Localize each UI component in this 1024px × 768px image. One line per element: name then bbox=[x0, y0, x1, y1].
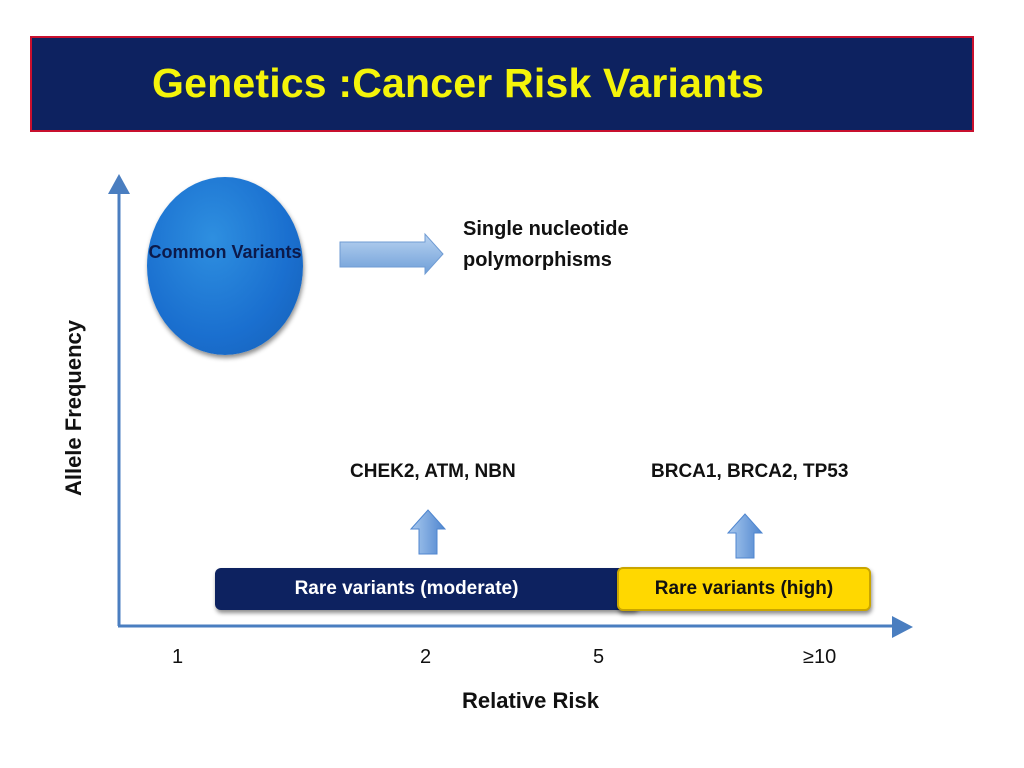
moderate-genes-label: CHEK2, ATM, NBN bbox=[350, 461, 516, 482]
x-axis-arrowhead bbox=[892, 616, 913, 638]
common-variants-label: Common Variants bbox=[148, 242, 302, 262]
x-axis-title: Relative Risk bbox=[462, 688, 599, 713]
up-arrow-moderate-icon bbox=[409, 509, 447, 555]
y-axis-title: Allele Frequency bbox=[61, 319, 86, 497]
y-axis-arrowhead bbox=[108, 174, 130, 194]
page-title: Genetics :Cancer Risk Variants bbox=[152, 60, 765, 106]
right-arrow-icon bbox=[339, 232, 444, 276]
x-tick-label: 1 bbox=[172, 646, 184, 668]
high-genes-label: BRCA1, BRCA2, TP53 bbox=[651, 461, 849, 482]
rare-variants-moderate-bar: Rare variants (moderate) bbox=[215, 568, 638, 610]
x-tick-label: 5 bbox=[593, 646, 605, 668]
up-arrow-high-icon bbox=[726, 513, 764, 559]
x-tick-label: ≥10 bbox=[803, 646, 837, 668]
title-banner: Genetics :Cancer Risk Variants bbox=[30, 36, 974, 132]
x-tick-label: 2 bbox=[420, 646, 432, 668]
snp-description: Single nucleotide polymorphisms bbox=[463, 218, 629, 271]
common-variants-bubble: Common Variants bbox=[147, 177, 303, 355]
rare-variants-high-bar: Rare variants (high) bbox=[617, 567, 871, 611]
